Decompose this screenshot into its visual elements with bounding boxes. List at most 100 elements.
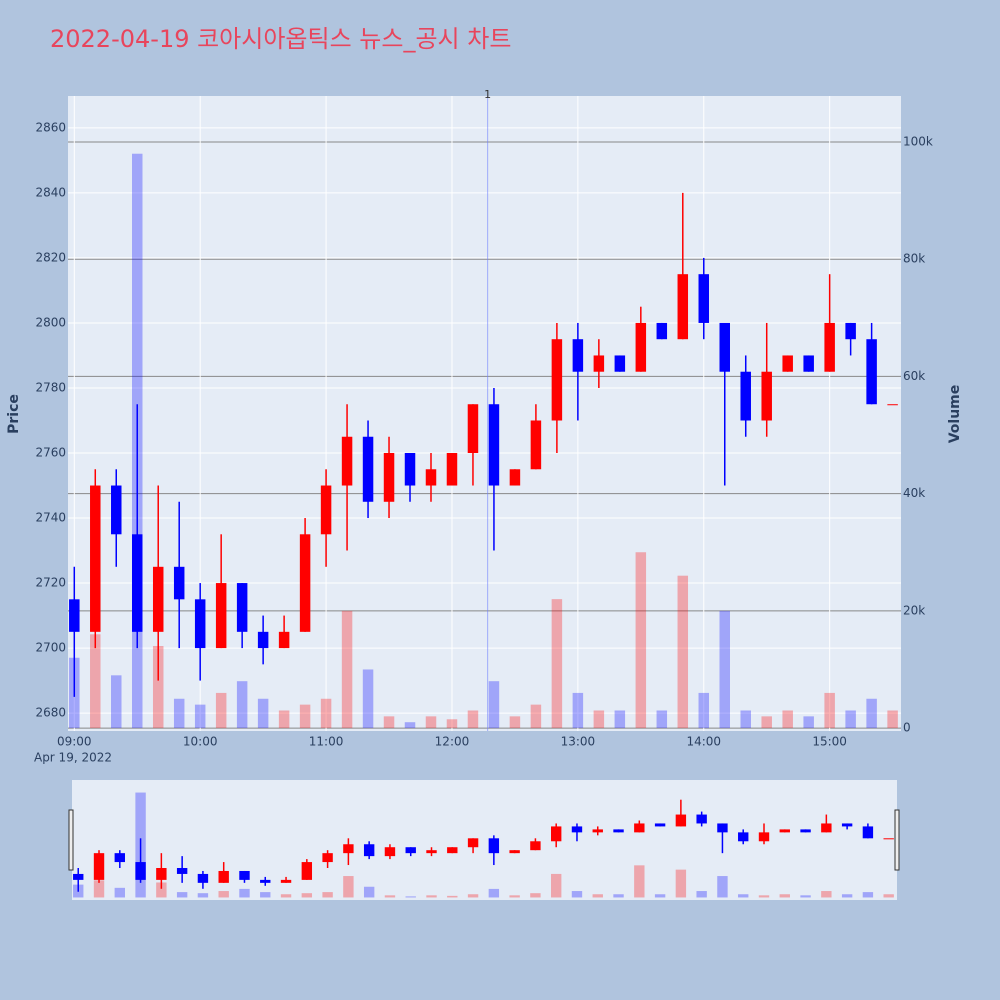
candle-body: [320, 485, 332, 535]
x-date-label: Apr 19, 2022: [34, 751, 112, 765]
mini-candle-body: [260, 879, 271, 883]
mini-candle-body: [405, 847, 416, 854]
news-marker-label: 1: [484, 88, 491, 101]
mini-volume-bar: [322, 892, 333, 898]
x-tick-label: 13:00: [561, 735, 596, 749]
volume-bar: [530, 704, 542, 729]
mini-volume-bar: [613, 894, 624, 898]
volume-bar: [614, 710, 626, 729]
mini-candle-body: [426, 850, 437, 854]
mini-volume-bar: [821, 891, 832, 898]
plot-area: [68, 96, 901, 731]
mini-candle-body: [841, 823, 853, 827]
candle-body: [509, 469, 521, 486]
volume-bar: [572, 692, 584, 729]
mini-volume-bar: [654, 894, 666, 898]
mini-volume-bar: [467, 894, 479, 898]
y2-tick-label: 40k: [903, 486, 925, 500]
y-tick-label: 2820: [35, 250, 66, 264]
mini-volume-bar: [571, 891, 583, 898]
candle-body: [803, 355, 814, 372]
volume-bar: [446, 719, 458, 729]
candle-body: [887, 404, 898, 406]
mini-candle-body: [73, 873, 84, 880]
mini-volume-bar: [530, 893, 541, 898]
candle-body: [488, 404, 500, 486]
volume-bar: [698, 692, 710, 729]
chart-title: 2022-04-19 코아시아옵틱스 뉴스_공시 차트: [50, 25, 511, 53]
volume-bar: [173, 698, 185, 729]
mini-volume-bar: [550, 873, 562, 898]
candle-body: [383, 453, 395, 502]
mini-volume-bar: [197, 893, 209, 898]
x-tick-label: 12:00: [435, 735, 470, 749]
candle-body: [152, 566, 164, 632]
candle-body: [593, 355, 605, 372]
candle-body: [677, 274, 689, 340]
mini-volume-bar: [114, 887, 125, 898]
x-tick-label: 09:00: [57, 735, 92, 749]
mini-candle-body: [467, 838, 479, 848]
mini-candle-body: [613, 829, 624, 833]
mini-volume-bar: [218, 891, 229, 898]
candle-body: [551, 339, 563, 421]
mini-volume-bar: [758, 895, 770, 898]
volume-bar: [320, 698, 332, 729]
volume-bar: [845, 710, 856, 729]
mini-volume-bar: [592, 894, 603, 898]
mini-volume-bar: [717, 876, 728, 898]
mini-candle-body: [343, 844, 354, 854]
mini-volume-bar: [239, 888, 250, 898]
candle-body: [257, 631, 269, 649]
mini-volume-bar: [93, 880, 105, 898]
mini-candle-body: [571, 826, 583, 833]
mini-volume-bar: [260, 892, 271, 898]
mini-candle-body: [135, 862, 146, 880]
y-tick-label: 2700: [35, 641, 66, 655]
volume-bar: [278, 710, 290, 729]
y-tick-label: 2740: [35, 511, 66, 525]
mini-candle-body: [862, 826, 874, 839]
volume-bar: [341, 610, 353, 729]
mini-candle-body: [363, 844, 375, 857]
mini-volume-bar: [696, 891, 707, 898]
volume-bar: [194, 704, 206, 729]
volume-bar: [824, 692, 835, 729]
volume-bar: [887, 710, 898, 729]
candle-body: [69, 599, 80, 632]
candle-body: [278, 631, 290, 649]
volume-bar: [635, 552, 647, 729]
candle-body: [194, 599, 206, 649]
range-slider[interactable]: [72, 780, 897, 900]
candle-body: [845, 322, 856, 340]
mini-candle-body: [93, 853, 105, 880]
mini-candle-body: [447, 847, 458, 854]
mini-volume-bar: [384, 895, 396, 898]
volume-bar: [677, 575, 689, 729]
mini-candle-body: [530, 841, 541, 851]
candle-body: [782, 355, 793, 372]
mini-volume-bar: [862, 892, 874, 898]
candle-body: [761, 371, 772, 421]
volume-bar: [719, 610, 730, 729]
x-tick-label: 15:00: [812, 735, 847, 749]
x-tick-label: 10:00: [183, 735, 218, 749]
mini-candle-body: [322, 853, 333, 863]
candle-body: [425, 469, 437, 486]
mini-candle-body: [675, 814, 687, 827]
candle-body: [215, 583, 227, 649]
candle-body: [572, 339, 584, 372]
y2-tick-label: 20k: [903, 603, 925, 617]
range-handle[interactable]: [68, 809, 74, 871]
mini-candle-body: [301, 862, 313, 880]
volume-bar: [257, 698, 269, 729]
candle-body: [404, 453, 416, 486]
candle-body: [656, 322, 668, 340]
volume-bar: [152, 646, 164, 729]
mini-candle-body: [197, 873, 209, 883]
range-handle[interactable]: [894, 809, 900, 871]
volume-bar: [111, 675, 122, 729]
candle-body: [719, 322, 730, 372]
y-tick-label: 2680: [35, 706, 66, 720]
volume-bar: [656, 710, 668, 729]
